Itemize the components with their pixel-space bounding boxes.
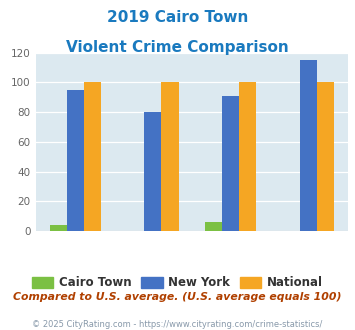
Bar — [317, 82, 334, 231]
Bar — [162, 82, 179, 231]
Text: Violent Crime Comparison: Violent Crime Comparison — [66, 40, 289, 54]
Bar — [205, 222, 222, 231]
Bar — [144, 112, 162, 231]
Bar — [300, 60, 317, 231]
Text: Compared to U.S. average. (U.S. average equals 100): Compared to U.S. average. (U.S. average … — [13, 292, 342, 302]
Bar — [239, 82, 256, 231]
Legend: Cairo Town, New York, National: Cairo Town, New York, National — [27, 272, 328, 294]
Bar — [84, 82, 101, 231]
Bar — [50, 225, 67, 231]
Text: © 2025 CityRating.com - https://www.cityrating.com/crime-statistics/: © 2025 CityRating.com - https://www.city… — [32, 320, 323, 329]
Text: 2019 Cairo Town: 2019 Cairo Town — [107, 10, 248, 25]
Bar — [67, 90, 84, 231]
Bar — [222, 96, 239, 231]
